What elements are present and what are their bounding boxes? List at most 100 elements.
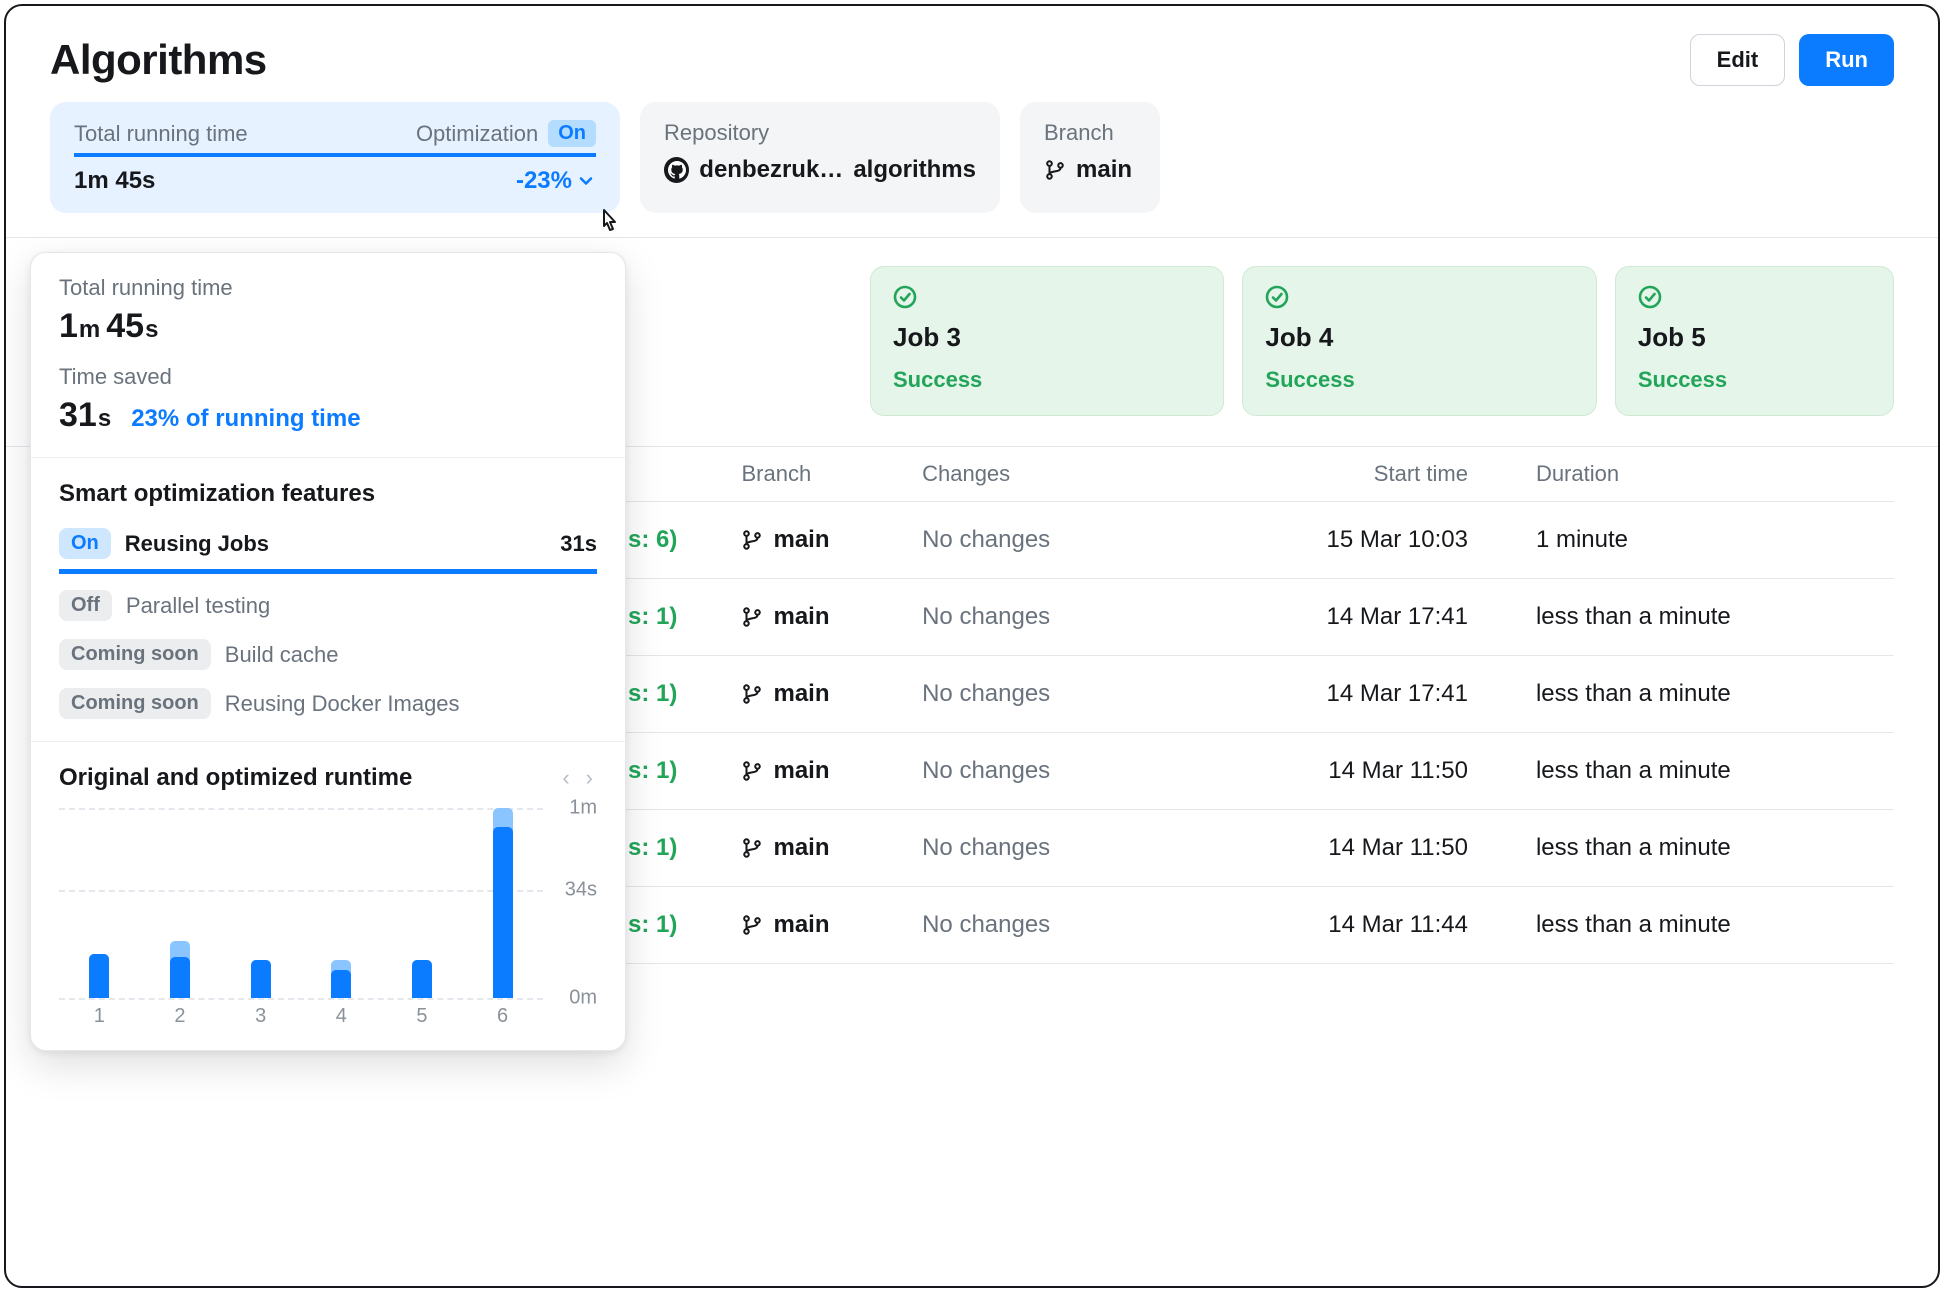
duration-cell: less than a minute [1528, 579, 1894, 656]
jobs-row: Job 3 Success Job 4 Success Job 5 Succes… [870, 238, 1894, 446]
github-icon [664, 157, 689, 183]
changes-cell: No changes [914, 733, 1164, 810]
chart-next-button[interactable]: › [582, 765, 597, 791]
branch-cell: main [741, 680, 906, 708]
delta-value: -23% [516, 167, 572, 195]
y-axis-label: 34s [565, 879, 597, 902]
duration-cell: less than a minute [1528, 733, 1894, 810]
x-axis-label: 2 [170, 1005, 190, 1028]
col-changes: Changes [914, 447, 1164, 502]
y-axis-label: 0m [569, 987, 597, 1010]
running-time-label: Total running time [74, 121, 248, 147]
chart-bar[interactable] [170, 808, 190, 998]
popover-total-value: 1m45s [59, 307, 597, 346]
runtime-chart: 123456 1m34s0m [59, 808, 597, 1028]
branch-icon [741, 760, 763, 782]
reused-count: s: 1) [620, 733, 733, 810]
y-axis-label: 1m [569, 797, 597, 820]
branch-cell: main [741, 834, 906, 862]
changes-cell: No changes [914, 502, 1164, 579]
page-title: Algorithms [50, 36, 267, 84]
reused-count: s: 1) [620, 887, 733, 964]
duration-cell: less than a minute [1528, 887, 1894, 964]
feature-badge: Coming soon [59, 688, 211, 719]
branch-icon [741, 529, 763, 551]
duration-cell: less than a minute [1528, 810, 1894, 887]
job-title: Job 3 [893, 322, 1201, 353]
branch-icon [741, 606, 763, 628]
edit-button[interactable]: Edit [1690, 34, 1786, 86]
repository-card[interactable]: Repository denbezruk… algorithms [640, 102, 1000, 213]
duration-cell: 1 minute [1528, 502, 1894, 579]
branch-cell: main [741, 911, 906, 939]
chart-prev-button[interactable]: ‹ [558, 765, 573, 791]
job-title: Job 5 [1638, 322, 1871, 353]
x-axis-label: 6 [493, 1005, 513, 1028]
branch-label: Branch [1044, 120, 1136, 146]
chart-bar[interactable] [251, 808, 271, 998]
feature-name: Reusing Jobs [125, 531, 547, 557]
branch-card[interactable]: Branch main [1020, 102, 1160, 213]
run-button[interactable]: Run [1799, 34, 1894, 86]
col-start: Start time [1164, 447, 1528, 502]
chart-bar[interactable] [493, 808, 513, 998]
col-branch: Branch [733, 447, 914, 502]
feature-row: Coming soon Build cache [59, 639, 597, 670]
job-card[interactable]: Job 5 Success [1615, 266, 1894, 416]
repo-owner: denbezruk… [699, 156, 843, 184]
popover-saved-value: 31s [59, 396, 117, 435]
repository-label: Repository [664, 120, 976, 146]
chart-bar[interactable] [331, 808, 351, 998]
optimization-on-badge: On [548, 120, 596, 147]
changes-cell: No changes [914, 810, 1164, 887]
chevron-down-icon [576, 171, 596, 191]
job-card[interactable]: Job 3 Success [870, 266, 1224, 416]
branch-cell: main [741, 526, 906, 554]
branch-icon [1044, 159, 1066, 181]
features-title: Smart optimization features [59, 480, 597, 508]
changes-cell: No changes [914, 579, 1164, 656]
branch-icon [741, 914, 763, 936]
optimization-delta[interactable]: -23% [516, 167, 596, 195]
x-axis-label: 5 [412, 1005, 432, 1028]
feature-name: Reusing Docker Images [225, 691, 597, 717]
start-cell: 14 Mar 17:41 [1164, 656, 1528, 733]
running-time-value: 1m 45s [74, 167, 155, 195]
optimization-popover: Total running time 1m45s Time saved 31s … [30, 252, 626, 1051]
reused-count: s: 1) [620, 810, 733, 887]
feature-badge: Coming soon [59, 639, 211, 670]
feature-row: On Reusing Jobs 31s [59, 528, 597, 559]
feature-name: Build cache [225, 642, 597, 668]
branch-icon [741, 683, 763, 705]
reused-count: s: 1) [620, 656, 733, 733]
job-status: Success [1265, 367, 1573, 393]
x-axis-label: 4 [331, 1005, 351, 1028]
popover-total-label: Total running time [59, 275, 597, 301]
feature-row: Coming soon Reusing Docker Images [59, 688, 597, 719]
duration-cell: less than a minute [1528, 656, 1894, 733]
chart-bar[interactable] [89, 808, 109, 998]
branch-icon [741, 837, 763, 859]
branch-cell: main [741, 603, 906, 631]
job-card[interactable]: Job 4 Success [1242, 266, 1596, 416]
branch-cell: main [741, 757, 906, 785]
branch-value: main [1076, 156, 1132, 184]
feature-badge: Off [59, 590, 112, 621]
start-cell: 15 Mar 10:03 [1164, 502, 1528, 579]
feature-value: 31s [560, 531, 597, 557]
reused-count: s: 6) [620, 502, 733, 579]
feature-badge: On [59, 528, 111, 559]
x-axis-label: 3 [251, 1005, 271, 1028]
feature-row: Off Parallel testing [59, 590, 597, 621]
x-axis-label: 1 [89, 1005, 109, 1028]
repo-name: algorithms [853, 156, 976, 184]
optimization-label: Optimization [416, 121, 538, 147]
popover-saved-label: Time saved [59, 364, 597, 390]
chart-bar[interactable] [412, 808, 432, 998]
chart-title: Original and optimized runtime [59, 764, 412, 792]
start-cell: 14 Mar 11:50 [1164, 810, 1528, 887]
start-cell: 14 Mar 17:41 [1164, 579, 1528, 656]
running-time-card[interactable]: Total running time Optimization On 1m 45… [50, 102, 620, 213]
start-cell: 14 Mar 11:44 [1164, 887, 1528, 964]
job-status: Success [893, 367, 1201, 393]
